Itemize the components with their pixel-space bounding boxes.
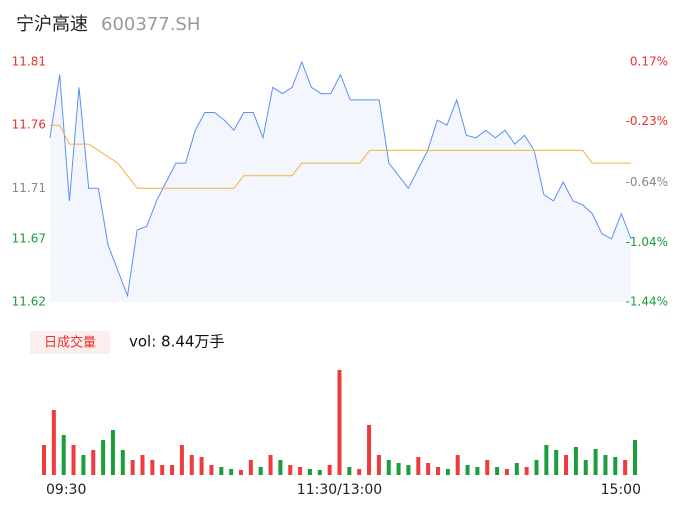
volume-bar (583, 460, 588, 475)
y-tick-label: 11.62 (12, 295, 46, 309)
volume-bar (347, 467, 352, 475)
volume-bar (623, 460, 628, 475)
volume-bar (495, 467, 500, 475)
volume-bar (42, 445, 46, 475)
volume-bar (327, 465, 332, 475)
volume-bar (239, 470, 243, 475)
volume-bar (337, 370, 342, 475)
volume-bar (317, 470, 322, 475)
volume-bar (140, 455, 145, 475)
volume-bar (81, 455, 86, 475)
volume-bar (278, 460, 283, 475)
y2-tick-label: -1.44% (626, 295, 668, 309)
volume-bar (603, 455, 608, 475)
volume-bar (573, 447, 578, 475)
volume-bar (485, 460, 490, 475)
volume-bar (465, 465, 470, 475)
volume-bar (209, 465, 214, 475)
y2-tick-label: -1.04% (626, 235, 668, 249)
stock-code: 600377.SH (101, 14, 200, 35)
volume-bar (564, 455, 569, 475)
volume-bar (376, 455, 381, 475)
y-tick-label: 11.67 (12, 231, 46, 245)
volume-bar (229, 469, 234, 475)
x-tick-label: 09:30 (46, 482, 86, 498)
volume-bar (633, 440, 637, 475)
price-area (50, 62, 631, 302)
volume-bar (357, 469, 362, 475)
volume-bar (406, 465, 411, 475)
volume-bar (91, 450, 96, 475)
volume-bar (416, 457, 421, 475)
volume-bar (71, 445, 76, 475)
volume-title: 日成交量 (44, 335, 96, 351)
volume-bar (455, 455, 460, 475)
volume-bar (130, 460, 135, 475)
volume-bar (120, 450, 125, 475)
volume-bar (268, 455, 273, 475)
x-tick-label: 11:30/13:00 (297, 482, 382, 498)
y-tick-label: 11.81 (12, 55, 46, 69)
volume-bar (544, 445, 549, 475)
volume-bar (514, 463, 519, 475)
y-tick-label: 11.76 (12, 118, 46, 132)
y-tick-label: 11.71 (12, 181, 46, 195)
volume-bar (110, 430, 115, 475)
volume-bar (445, 469, 450, 475)
volume-bar (51, 410, 56, 475)
volume-bar (160, 465, 165, 475)
volume-bar (396, 463, 401, 475)
volume-bar (504, 469, 509, 475)
volume-bar (248, 460, 253, 475)
volume-bar (524, 467, 529, 475)
volume-bar (199, 457, 204, 475)
volume-bar (426, 463, 431, 475)
volume-bar (150, 460, 155, 475)
volume-bar (170, 465, 175, 475)
y2-tick-label: -0.23% (626, 114, 668, 128)
volume-bar (219, 467, 224, 475)
volume-bar (101, 440, 106, 475)
volume-bar (61, 435, 66, 475)
volume-bar (189, 455, 194, 475)
volume-bar (554, 450, 559, 475)
average-line (50, 124, 631, 189)
y2-tick-label: 0.17% (630, 55, 668, 69)
volume-bar (367, 425, 372, 475)
volume-bar (298, 467, 303, 475)
volume-bar (258, 467, 263, 475)
volume-bar (307, 469, 312, 475)
stock-name: 宁沪高速 (16, 14, 88, 35)
volume-total: vol: 8.44万手 (129, 333, 224, 351)
volume-bar (386, 460, 391, 475)
x-tick-label: 15:00 (601, 482, 641, 498)
volume-bar (179, 445, 184, 475)
volume-bar (436, 467, 440, 475)
volume-badge (30, 331, 110, 354)
volume-bar (593, 449, 598, 475)
volume-bar (288, 465, 293, 475)
volume-bar (534, 460, 539, 475)
volume-bar (613, 457, 618, 475)
volume-bar (475, 467, 480, 475)
y2-tick-label: -0.64% (626, 175, 668, 189)
